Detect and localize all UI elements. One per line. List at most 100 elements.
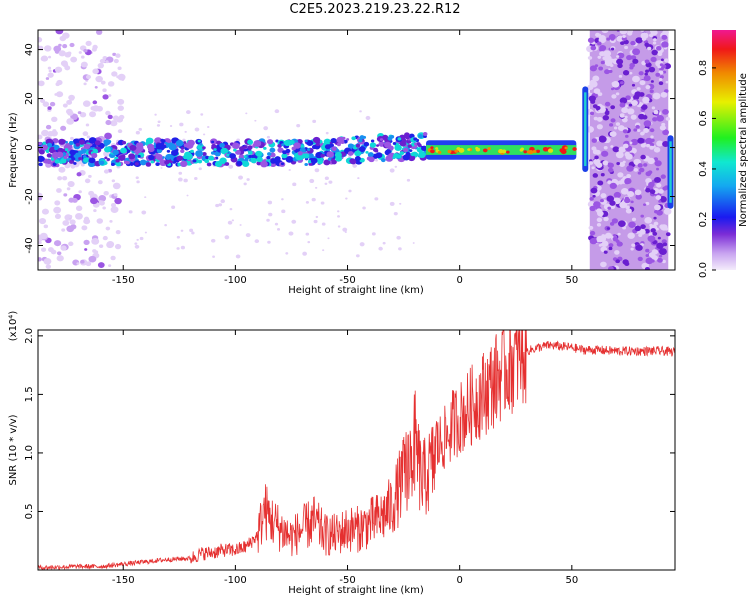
band-dot <box>103 139 111 146</box>
noise-dot <box>176 235 180 239</box>
noise-dot <box>634 225 642 232</box>
band-dot <box>229 153 237 159</box>
noise-dot <box>67 51 72 55</box>
noise-dot <box>630 40 636 46</box>
noise-dot <box>658 200 662 203</box>
narrow-band-dot <box>523 150 528 154</box>
narrow-band-dot <box>547 148 554 153</box>
narrow-band-dot <box>487 147 491 151</box>
band-dot <box>308 162 313 166</box>
colorbar-gradient <box>712 30 736 270</box>
colorbar-tick-label: 0.8 <box>698 60 709 76</box>
band-dot <box>110 162 115 167</box>
noise-dot <box>110 120 118 127</box>
noise-dot <box>75 212 83 220</box>
noise-dot <box>38 37 43 43</box>
noise-dot <box>665 232 671 237</box>
band-dot <box>238 146 245 152</box>
narrow-band-dot <box>572 147 577 151</box>
noise-dot <box>281 209 286 214</box>
band-dot <box>180 160 188 168</box>
noise-dot <box>154 113 157 116</box>
noise-dot <box>628 221 636 228</box>
noise-dot <box>637 137 645 144</box>
noise-dot <box>104 132 112 140</box>
noise-dot <box>644 42 650 47</box>
y-tick-label: 2.0 <box>24 328 35 344</box>
x-tick-label: -150 <box>112 275 135 286</box>
noise-dot <box>600 173 605 177</box>
noise-dot <box>47 131 54 137</box>
noise-dot <box>591 138 598 143</box>
band-dot <box>281 153 288 159</box>
band-dot <box>46 153 52 158</box>
noise-dot <box>95 75 103 83</box>
noise-dot <box>41 208 49 215</box>
band-dot <box>128 153 136 160</box>
noise-dot <box>91 237 100 245</box>
noise-dot <box>620 81 624 85</box>
band-dot <box>134 162 139 166</box>
band-dot <box>78 156 82 161</box>
noise-dot <box>111 71 118 77</box>
noise-dot <box>99 58 106 64</box>
noise-dot <box>606 227 610 230</box>
narrow-band-dot <box>559 148 565 153</box>
noise-dot <box>328 180 333 184</box>
band-dot <box>195 150 204 157</box>
noise-dot <box>657 65 662 69</box>
noise-dot <box>79 112 87 118</box>
noise-dot <box>624 179 630 185</box>
band-dot <box>168 143 177 151</box>
noise-dot <box>596 217 603 223</box>
band-dot <box>320 153 325 158</box>
noise-dot <box>43 257 52 265</box>
noise-dot <box>626 173 632 179</box>
band-dot <box>137 154 141 158</box>
band-dot <box>59 160 63 164</box>
band-dot <box>263 146 267 150</box>
noise-dot <box>57 176 63 181</box>
noise-dot <box>650 56 657 62</box>
noise-dot <box>635 125 640 129</box>
noise-dot <box>612 236 619 242</box>
spectrogram-y-ticks: -40 -20 0 20 40 <box>24 43 675 254</box>
narrow-band-dot <box>520 147 524 151</box>
noise-dot <box>66 99 73 105</box>
noise-dot <box>630 247 634 251</box>
noise-dot <box>194 176 198 180</box>
noise-dot <box>595 162 603 168</box>
band-dot <box>52 162 57 166</box>
noise-dot <box>592 173 599 178</box>
noise-dot <box>394 165 398 168</box>
noise-dot <box>640 104 648 110</box>
noise-dot <box>56 255 64 262</box>
noise-dot <box>66 118 75 125</box>
noise-dot <box>589 82 593 86</box>
spectrogram-frame <box>37 29 676 271</box>
band-dot <box>385 149 392 154</box>
band-dot <box>399 151 405 155</box>
band-dot <box>247 150 253 155</box>
noise-dot <box>617 172 624 178</box>
band-dot <box>221 149 227 153</box>
band-dot <box>253 140 262 147</box>
x-tick-label: 0 <box>456 275 462 286</box>
noise-dot <box>624 134 629 138</box>
noise-dot <box>355 254 360 258</box>
noise-dot <box>662 64 667 69</box>
snr-series-line <box>38 330 675 570</box>
noise-dot <box>106 240 115 248</box>
noise-dot <box>111 179 116 183</box>
colorbar-tick-label: 0.2 <box>698 212 709 228</box>
noise-dot <box>618 180 624 185</box>
noise-dot <box>128 210 133 214</box>
band-dot <box>410 142 416 147</box>
noise-dot <box>83 82 87 86</box>
noise-dot <box>639 80 646 86</box>
band-dot <box>243 155 247 158</box>
noise-dot <box>117 129 123 134</box>
band-dot <box>410 152 416 157</box>
noise-dot <box>139 236 144 241</box>
noise-dot <box>614 250 620 255</box>
